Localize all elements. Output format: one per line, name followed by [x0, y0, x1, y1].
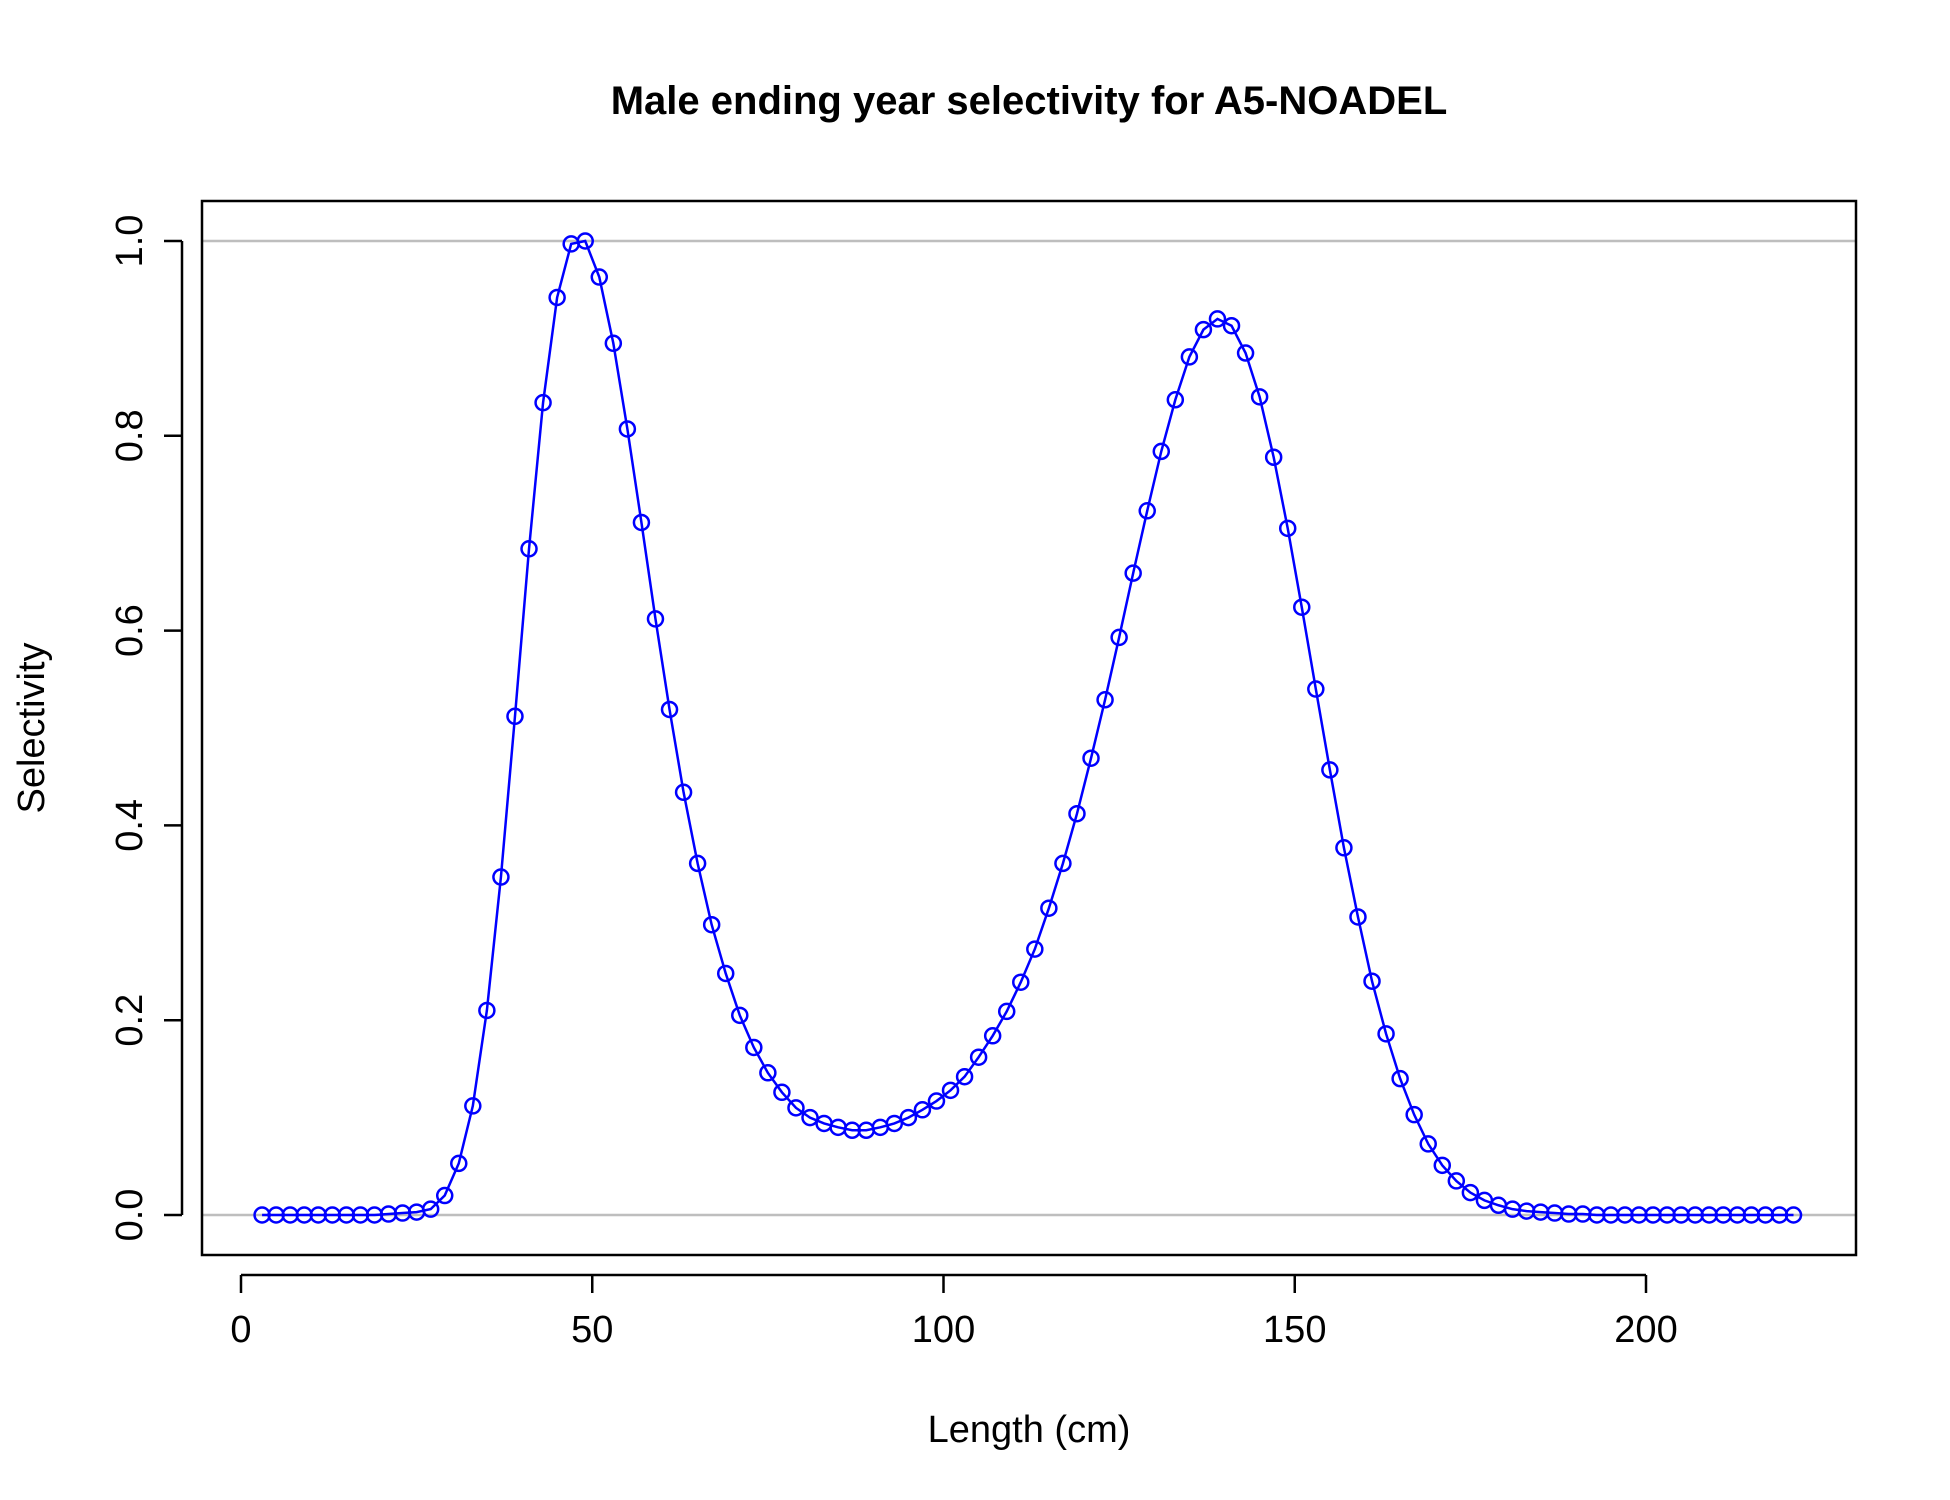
data-point — [590, 268, 609, 286]
data-point — [1405, 1105, 1423, 1124]
data-point — [927, 1092, 946, 1110]
y-axis: 0.0 0.2 0.4 0.6 0.8 1.0 — [109, 215, 184, 1242]
data-point — [759, 1064, 777, 1082]
data-point — [1307, 680, 1325, 698]
data-point — [1391, 1069, 1409, 1088]
data-point — [1250, 388, 1269, 406]
y-axis-label: Selectivity — [11, 642, 53, 813]
y-tick-label: 0.8 — [109, 409, 151, 462]
x-tick-label: 0 — [230, 1309, 251, 1351]
series-layer — [253, 232, 1803, 1224]
reference-lines — [202, 239, 1856, 1217]
data-point — [1138, 502, 1156, 520]
data-point — [702, 915, 721, 934]
data-point — [913, 1101, 932, 1119]
y-tick-label: 0.0 — [109, 1189, 151, 1242]
data-point — [1026, 940, 1044, 958]
data-point — [520, 540, 538, 558]
data-point — [731, 1006, 749, 1025]
data-point — [435, 1186, 454, 1205]
data-point — [1054, 854, 1072, 873]
data-point — [1784, 1206, 1803, 1224]
data-point — [1180, 348, 1199, 366]
data-point — [969, 1048, 988, 1066]
data-point — [1124, 564, 1142, 582]
data-point — [773, 1083, 791, 1102]
data-point — [1363, 972, 1381, 990]
data-point — [674, 783, 693, 802]
data-point — [1293, 598, 1311, 616]
data-point — [1335, 839, 1353, 857]
data-point — [1082, 749, 1100, 767]
data-point — [1264, 448, 1283, 466]
data-point — [1461, 1183, 1480, 1202]
data-point — [618, 420, 637, 438]
y-tick-label: 1.0 — [109, 215, 151, 268]
data-point — [941, 1081, 960, 1100]
x-tick-label: 50 — [571, 1309, 613, 1351]
data-point — [534, 393, 552, 412]
data-point — [1068, 804, 1086, 823]
data-point — [1040, 899, 1058, 917]
data-point — [1349, 908, 1367, 926]
data-point — [1321, 761, 1339, 779]
series-line — [262, 239, 1794, 1217]
data-point — [899, 1108, 918, 1127]
data-point — [492, 868, 510, 886]
data-point — [1433, 1156, 1452, 1175]
data-point — [885, 1114, 904, 1133]
data-point — [955, 1067, 974, 1086]
x-tick-label: 150 — [1263, 1309, 1326, 1351]
data-point — [1194, 320, 1213, 339]
data-point — [1236, 344, 1255, 362]
data-point — [660, 700, 679, 719]
x-axis-label: Length (cm) — [928, 1409, 1131, 1451]
data-point — [1208, 310, 1227, 328]
data-point — [632, 513, 651, 532]
data-point — [1012, 973, 1030, 991]
data-point — [548, 288, 566, 307]
data-point — [1152, 442, 1171, 461]
data-point — [1110, 628, 1128, 647]
data-point — [997, 1002, 1016, 1021]
data-point — [983, 1027, 1002, 1045]
data-point — [1222, 316, 1241, 335]
data-point — [1447, 1172, 1466, 1190]
data-point — [646, 610, 665, 628]
data-point — [1096, 691, 1114, 709]
data-point — [1377, 1025, 1395, 1043]
y-tick-label: 0.4 — [109, 799, 151, 852]
data-point — [464, 1097, 482, 1115]
data-point — [1278, 519, 1297, 538]
x-tick-label: 100 — [912, 1309, 975, 1351]
x-tick-label: 200 — [1614, 1309, 1677, 1351]
plot-frame — [200, 199, 1858, 1257]
data-point — [506, 707, 524, 726]
data-point — [604, 334, 623, 353]
x-axis: 0 50 100 150 200 — [230, 1273, 1678, 1351]
data-point — [421, 1200, 440, 1218]
y-tick-label: 0.2 — [109, 994, 151, 1047]
data-point — [787, 1099, 805, 1117]
data-point — [450, 1154, 468, 1173]
chart-title: Male ending year selectivity for A5-NOAD… — [611, 79, 1448, 123]
y-tick-label: 0.6 — [109, 604, 151, 657]
data-point — [1166, 391, 1185, 409]
data-point — [1419, 1135, 1437, 1153]
data-point — [801, 1108, 819, 1127]
data-point — [688, 854, 707, 873]
data-point — [478, 1001, 496, 1020]
data-point — [745, 1038, 763, 1057]
data-point — [576, 232, 594, 250]
data-point — [716, 964, 735, 983]
